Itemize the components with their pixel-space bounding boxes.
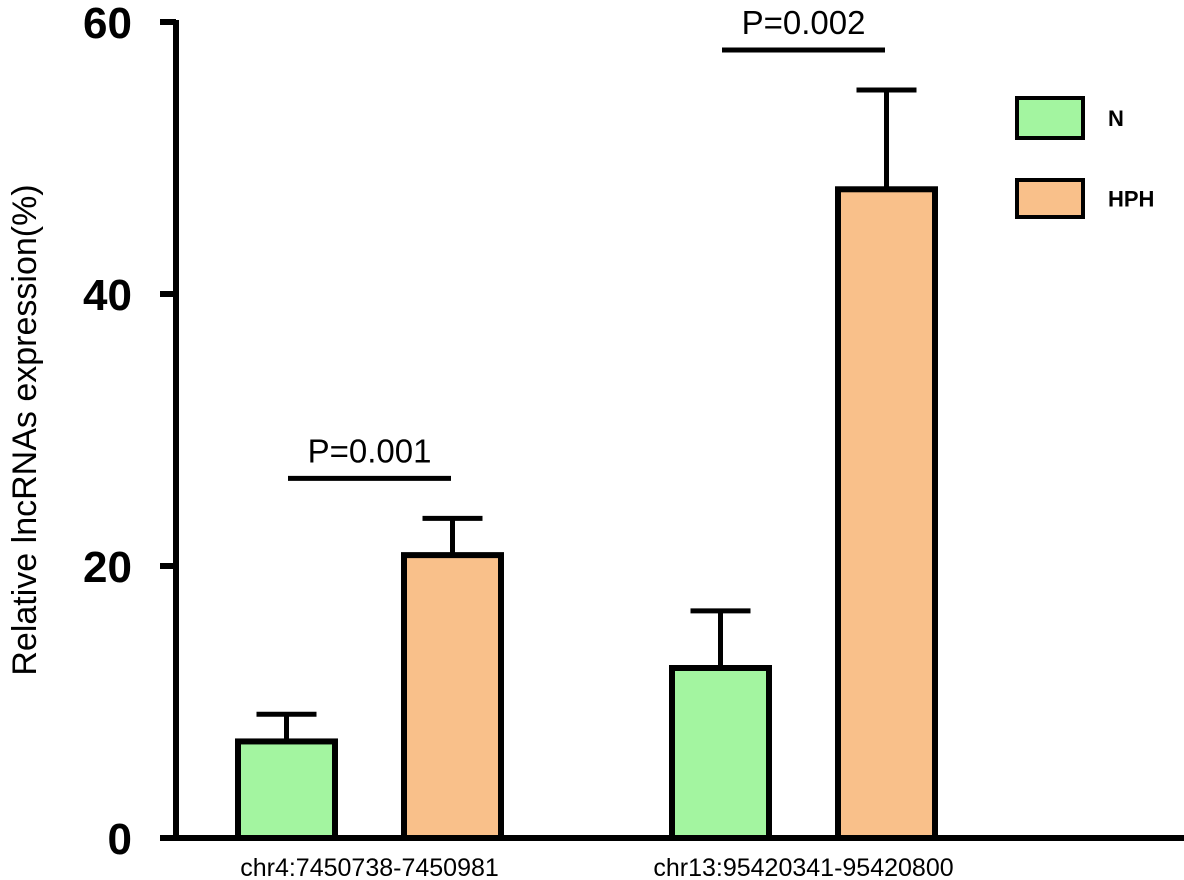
x-tick-label: chr13:95420341-95420800 [653,854,953,880]
y-tick-label: 20 [83,543,132,592]
bar [835,186,938,841]
bars [235,186,938,841]
x-tick-label: chr4:7450738-7450981 [240,854,499,880]
legend-label: HPH [1108,187,1154,212]
legend: N HPH [1015,96,1154,219]
y-tick-label: 60 [83,0,132,48]
legend-swatch [1015,96,1085,140]
y-axis-label-group: Relative lncRNAs expression(%) [6,184,44,675]
x-axis-ticks: chr4:7450738-7450981 chr13:95420341-95420… [240,854,953,880]
bar [669,665,772,841]
p-value-label: P=0.001 [308,432,432,469]
bar [235,738,338,841]
y-axis-ticks: 0 20 40 60 [83,0,176,864]
error-bars [256,87,917,742]
p-value-annotations: P=0.001 P=0.002 [288,4,885,481]
bar [401,552,504,841]
y-axis-label: Relative lncRNAs expression(%) [6,184,44,675]
p-value-label: P=0.002 [742,4,866,41]
legend-label: N [1108,106,1124,131]
axes [173,20,1184,841]
y-tick-label: 0 [108,815,132,864]
legend-swatch [1015,178,1085,219]
y-tick-label: 40 [83,271,132,320]
